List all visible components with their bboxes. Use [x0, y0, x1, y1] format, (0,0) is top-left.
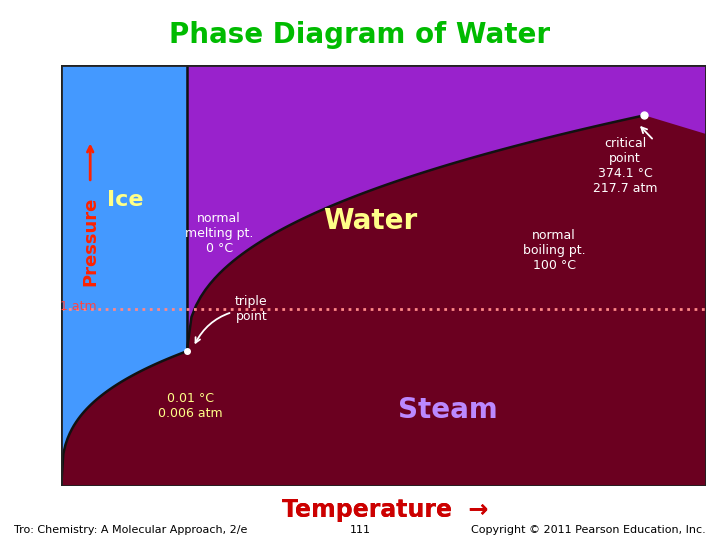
Text: Temperature  →: Temperature →: [282, 498, 488, 522]
Polygon shape: [61, 65, 187, 486]
Text: normal
boiling pt.
100 °C: normal boiling pt. 100 °C: [523, 228, 585, 272]
Text: Phase Diagram of Water: Phase Diagram of Water: [169, 21, 551, 49]
Text: Tro: Chemistry: A Molecular Approach, 2/e: Tro: Chemistry: A Molecular Approach, 2/…: [14, 524, 248, 535]
Text: Steam: Steam: [398, 396, 498, 424]
Text: 111: 111: [349, 524, 371, 535]
Text: normal
melting pt.
0 °C: normal melting pt. 0 °C: [185, 212, 253, 255]
Polygon shape: [187, 65, 706, 351]
Text: Ice: Ice: [107, 190, 144, 210]
Text: 1 atm: 1 atm: [60, 300, 96, 314]
Text: triple
point: triple point: [196, 295, 268, 343]
Text: critical
point
374.1 °C
217.7 atm: critical point 374.1 °C 217.7 atm: [593, 137, 657, 195]
Text: Copyright © 2011 Pearson Education, Inc.: Copyright © 2011 Pearson Education, Inc.: [471, 524, 706, 535]
Text: Water: Water: [323, 207, 418, 235]
Text: Temperature  →: Temperature →: [282, 498, 488, 522]
Text: 0.01 °C
0.006 atm: 0.01 °C 0.006 atm: [158, 392, 222, 420]
Text: Pressure: Pressure: [81, 197, 99, 286]
